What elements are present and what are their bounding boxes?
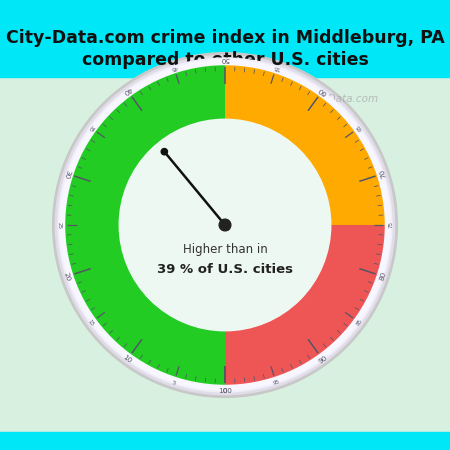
Text: 70: 70 — [378, 168, 387, 179]
Circle shape — [55, 55, 395, 395]
Text: 25: 25 — [56, 221, 62, 229]
Text: Higher than in: Higher than in — [183, 243, 267, 256]
Circle shape — [53, 53, 397, 397]
Circle shape — [58, 58, 392, 392]
Text: compared to other U.S. cities: compared to other U.S. cities — [81, 51, 369, 69]
Text: 50: 50 — [220, 56, 230, 62]
Text: City-Data.com: City-Data.com — [305, 94, 379, 104]
Text: 65: 65 — [355, 123, 364, 132]
Text: 95: 95 — [272, 379, 280, 387]
Circle shape — [119, 119, 331, 331]
Circle shape — [219, 219, 231, 231]
Wedge shape — [225, 225, 385, 385]
Text: 100: 100 — [218, 388, 232, 394]
Text: 45: 45 — [170, 63, 178, 71]
Text: ●: ● — [290, 94, 300, 104]
Text: 15: 15 — [86, 318, 95, 327]
Text: 55: 55 — [272, 63, 280, 71]
Circle shape — [60, 60, 390, 390]
Text: 85: 85 — [355, 318, 364, 327]
Text: City-Data.com crime index in Middleburg, PA: City-Data.com crime index in Middleburg,… — [5, 29, 445, 47]
Wedge shape — [65, 65, 225, 385]
Wedge shape — [225, 65, 385, 225]
Text: 60: 60 — [317, 86, 328, 96]
Text: 35: 35 — [86, 123, 95, 132]
Text: 20: 20 — [63, 271, 72, 282]
Text: 0: 0 — [223, 388, 227, 394]
Text: 80: 80 — [378, 271, 387, 282]
Bar — [0, 432, 450, 450]
Circle shape — [161, 148, 167, 155]
Bar — [0, 0, 450, 76]
Text: 40: 40 — [122, 86, 133, 96]
Text: 90: 90 — [317, 354, 328, 365]
Text: 10: 10 — [122, 354, 133, 365]
Text: 30: 30 — [63, 168, 72, 179]
Text: 39 % of U.S. cities: 39 % of U.S. cities — [157, 263, 293, 275]
Text: 5: 5 — [171, 380, 176, 386]
Text: 75: 75 — [388, 221, 394, 229]
